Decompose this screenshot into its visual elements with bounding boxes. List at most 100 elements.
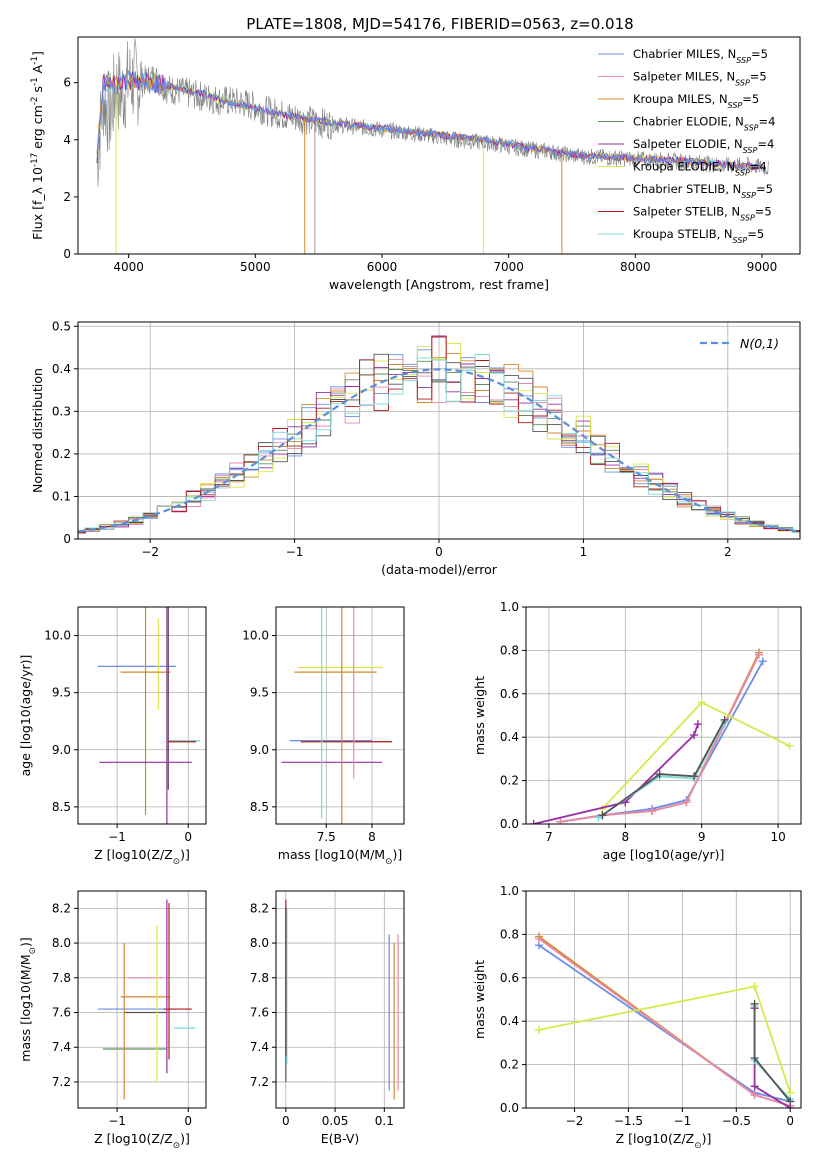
y-axis-label-part: -17 bbox=[30, 153, 40, 167]
x-tick-label: 0.1 bbox=[375, 1114, 394, 1128]
y-tick-label: 0.6 bbox=[500, 687, 519, 701]
x-axis-label: age [log10(age/yr)] bbox=[603, 847, 725, 862]
spectrum-legend: Chabrier MILES, NSSP=5 Salpeter MILES, NS… bbox=[598, 47, 775, 245]
x-axis-label-part: Z [log10(Z/Z bbox=[616, 1131, 695, 1146]
axes-frame bbox=[275, 890, 405, 1109]
legend-label: Kroupa STELIB, NSSP=5 bbox=[633, 227, 764, 245]
y-tick-label: 2 bbox=[63, 190, 71, 204]
y-tick-label: 0.2 bbox=[500, 1058, 519, 1072]
plot-area-weight-vs-Z bbox=[534, 932, 795, 1108]
residual-histogram bbox=[78, 335, 800, 534]
legend-label-sub: SSP bbox=[740, 213, 755, 222]
x-tick-label: 7.5 bbox=[317, 830, 336, 844]
x-tick-label: 2 bbox=[724, 545, 732, 559]
axes-mass-vs-Z: −1 07.27.47.67.88.08.2Z [log10(Z/Z⊙)]mass… bbox=[18, 890, 207, 1151]
plot-area-age-vs-mass bbox=[281, 607, 393, 824]
x-tick-label: 8 bbox=[368, 830, 376, 844]
x-tick-label: 4000 bbox=[113, 260, 144, 274]
axes-weight-vs-Z: −2 −1.5 −1 −0.5 0 0.0 0.2 0.4 0.6 0.8 1.0 Z [log10(… bbox=[472, 884, 802, 1151]
x-tick-label: 5000 bbox=[240, 260, 271, 274]
x-tick-label: 7 bbox=[545, 830, 553, 844]
x-tick-label: 0 bbox=[435, 545, 443, 559]
y-tick-label: 8.0 bbox=[52, 936, 71, 950]
y-axis-label: age [log10(age/yr)] bbox=[18, 655, 33, 777]
residual-histogram bbox=[78, 349, 800, 533]
axes-age-vs-Z: −1 0 8.5 9.0 9.5 10.0 Z [log10(Z/Z⊙)] age [log1… bbox=[18, 606, 207, 867]
y-axis-label-part: Normed distribution bbox=[30, 368, 45, 493]
axes-frame bbox=[77, 606, 207, 825]
y-tick-label: 1.0 bbox=[500, 884, 519, 898]
weight-series-line bbox=[538, 985, 792, 1094]
y-axis-label-part: mass weight bbox=[472, 960, 487, 1039]
legend-label-sub: SSP bbox=[728, 101, 743, 110]
x-tick-label: −2 bbox=[141, 545, 159, 559]
weight-series-line bbox=[753, 1003, 791, 1103]
residual-histogram bbox=[78, 359, 800, 533]
y-tick-label: 10.0 bbox=[242, 629, 269, 643]
x-axis-label-part: )] bbox=[702, 1131, 712, 1146]
y-axis-label-part: -1 bbox=[30, 56, 40, 65]
y-tick-label: 7.2 bbox=[52, 1075, 71, 1089]
plot-area-mass-vs-ebv bbox=[285, 899, 399, 1100]
y-tick-label: 7.6 bbox=[52, 1006, 71, 1020]
x-tick-label: 1 bbox=[580, 545, 588, 559]
y-axis-label-part: ] bbox=[30, 51, 45, 56]
plot-area-residuals bbox=[78, 335, 800, 534]
x-tick-label: 8000 bbox=[620, 260, 651, 274]
y-tick-label: 6 bbox=[63, 76, 71, 90]
weight-series-line bbox=[601, 701, 790, 810]
y-axis-label-part: mass weight bbox=[472, 676, 487, 755]
x-tick-label: 0 bbox=[184, 1114, 192, 1128]
y-tick-label: 0.2 bbox=[500, 774, 519, 788]
x-tick-label: 10 bbox=[770, 830, 785, 844]
y-axis-label-part: Flux [f_λ 10 bbox=[30, 167, 45, 240]
y-tick-label: 0.0 bbox=[500, 817, 519, 831]
y-tick-label: 10.0 bbox=[44, 629, 71, 643]
x-tick-label: −1 bbox=[286, 545, 304, 559]
weight-series-line bbox=[560, 654, 760, 823]
plot-area-spectrum bbox=[96, 38, 769, 254]
plot-area-mass-vs-Z bbox=[97, 899, 196, 1100]
x-axis-label: E(B-V) bbox=[321, 1131, 360, 1146]
x-axis-label-part: )] bbox=[180, 847, 190, 862]
x-axis-label-part: E(B-V) bbox=[321, 1131, 360, 1146]
legend-label-sub: SSP bbox=[743, 146, 758, 155]
y-tick-label: 0.5 bbox=[52, 319, 71, 333]
y-tick-label: 0.4 bbox=[52, 362, 71, 376]
legend-label-sub: SSP bbox=[735, 168, 750, 177]
x-axis-label: Z [log10(Z/Z⊙)] bbox=[616, 1131, 712, 1151]
y-tick-label: 0.4 bbox=[500, 1014, 519, 1028]
weight-series-line bbox=[598, 721, 726, 819]
x-tick-label: −1 bbox=[108, 1114, 126, 1128]
x-axis-label-part: ⊙ bbox=[385, 857, 392, 867]
x-tick-label: 0 bbox=[786, 1114, 794, 1128]
x-tick-label: −1 bbox=[108, 830, 126, 844]
y-tick-label: 0.8 bbox=[500, 643, 519, 657]
x-axis-label-part: (data-model)/error bbox=[381, 562, 498, 577]
y-tick-label: 0.2 bbox=[52, 447, 71, 461]
y-axis-label-part: ⊙ bbox=[28, 947, 38, 954]
x-tick-label: 9 bbox=[698, 830, 706, 844]
y-tick-label: 7.8 bbox=[250, 971, 269, 985]
legend-label: Kroupa ELODIE, NSSP=4 bbox=[633, 160, 767, 178]
figure-title: PLATE=1808, MJD=54176, FIBERID=0563, z=0… bbox=[246, 15, 633, 33]
legend-label: Chabrier MILES, NSSP=5 bbox=[633, 47, 768, 65]
y-axis-label: mass [log10(M/M⊙)] bbox=[18, 937, 38, 1061]
spectrum-model-line bbox=[96, 69, 763, 171]
axes-spectrum: 4000 5000 6000 7000 8000 9000 0 2 4 6 wavelength [… bbox=[30, 36, 801, 292]
axes-age-vs-mass: 7.5 8 8.5 9.0 9.5 10.0 mass [log10(M/M⊙)] bbox=[242, 606, 405, 867]
x-tick-label: 9000 bbox=[747, 260, 778, 274]
y-axis-label-part: erg cm bbox=[30, 105, 45, 153]
y-tick-label: 8.2 bbox=[250, 901, 269, 915]
y-tick-label: 0.0 bbox=[500, 1101, 519, 1115]
y-axis-label-part: )] bbox=[18, 937, 33, 947]
y-tick-label: 0.3 bbox=[52, 404, 71, 418]
legend-label-sub: SSP bbox=[733, 236, 748, 245]
axes-frame bbox=[77, 890, 207, 1109]
y-axis-label: Flux [f_λ 10-17 erg cm-2 s-1 A-1] bbox=[30, 51, 45, 240]
y-axis-label-part: -1 bbox=[30, 77, 40, 86]
y-tick-label: 7.2 bbox=[250, 1075, 269, 1089]
y-tick-label: 7.4 bbox=[52, 1040, 71, 1054]
x-axis-label-part: Z [log10(Z/Z bbox=[94, 1131, 173, 1146]
